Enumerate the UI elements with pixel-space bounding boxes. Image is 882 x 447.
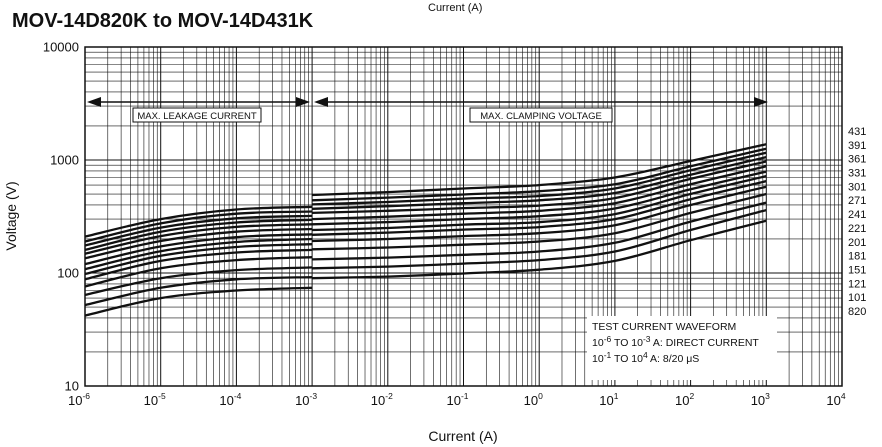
clamping-curve-301	[312, 160, 767, 215]
series-label-820: 820	[848, 306, 866, 318]
y-tick-label: 100	[57, 266, 79, 281]
annotation-bands: MAX. LEAKAGE CURRENT MAX. CLAMPING VOLTA…	[87, 97, 768, 123]
waveform-dc-line: 10-6 TO 10-3 A: DIRECT CURRENT	[592, 334, 759, 349]
x-tick-labels: 10-6 10-5 10-4 10-3 10-2 10-1 100 101 102 103 104	[68, 391, 846, 408]
clamping-curve-151	[312, 192, 767, 251]
clamping-curve-181	[312, 185, 767, 243]
leakage-curve-431	[84, 205, 313, 238]
curves	[84, 143, 767, 317]
top-axis-note: Current (A)	[428, 2, 482, 14]
y-tick-label: 10	[65, 379, 79, 394]
leakage-left-arrow	[87, 97, 101, 107]
leakage-right-arrow	[296, 97, 310, 107]
clamping-band-box	[469, 107, 613, 123]
series-label-391: 391	[848, 140, 866, 152]
leakage-curve-820	[84, 286, 313, 317]
chart-title: MOV-14D820K to MOV-14D431K	[12, 10, 314, 32]
clamping-curve-331	[312, 155, 767, 210]
y-axis-label: Voltage (V)	[3, 181, 19, 250]
y-tick-label: 10000	[43, 40, 79, 55]
waveform-box	[587, 316, 777, 380]
x-tick-label: 10-3	[295, 391, 317, 408]
x-tick-label: 10-4	[219, 391, 241, 408]
clamping-curve-271	[312, 165, 767, 221]
waveform-note: TEST CURRENT WAVEFORM 10-6 TO 10-3 A: DI…	[587, 316, 777, 380]
clamping-curve-121	[312, 201, 767, 261]
leakage-curve-391	[84, 210, 313, 243]
x-axis-label: Current (A)	[428, 428, 497, 444]
series-label-101: 101	[848, 292, 866, 304]
clamping-curve-101	[312, 208, 767, 270]
x-tick-label: 101	[599, 391, 618, 408]
leakage-curve-301	[84, 223, 313, 255]
y-tick-labels: 10 100 1000 10000	[43, 40, 79, 394]
series-label-121: 121	[848, 278, 866, 290]
leakage-curve-241	[84, 233, 313, 266]
waveform-title: TEST CURRENT WAVEFORM	[592, 321, 736, 333]
leakage-curve-181	[84, 248, 313, 281]
clamping-curve-361	[312, 151, 767, 206]
clamping-curve-820	[312, 219, 767, 280]
clamping-curve-391	[312, 147, 767, 202]
waveform-pulse-line: 10-1 TO 104 A: 8/20 μS	[592, 350, 699, 365]
x-tick-label: 100	[524, 391, 543, 408]
x-tick-label: 10-6	[68, 391, 90, 408]
x-tick-label: 10-1	[446, 391, 468, 408]
leakage-curve-331	[84, 218, 313, 252]
x-tick-label: 103	[751, 391, 770, 408]
series-label-241: 241	[848, 209, 866, 221]
leakage-curve-101	[84, 275, 313, 307]
clamping-curve-431	[312, 143, 767, 197]
leakage-curve-151	[84, 256, 313, 288]
series-label-301: 301	[848, 181, 866, 193]
series-label-201: 201	[848, 237, 866, 249]
clamping-band-label: MAX. CLAMPING VOLTAGE	[480, 111, 602, 122]
leakage-curve-201	[84, 243, 313, 276]
leakage-curve-221	[84, 237, 313, 271]
x-tick-label: 102	[675, 391, 694, 408]
x-tick-label: 104	[826, 391, 845, 408]
clamping-curve-241	[312, 170, 767, 226]
clamping-curve-221	[312, 174, 767, 232]
clamping-right-arrow	[754, 97, 768, 107]
series-label-431: 431	[848, 126, 866, 138]
x-tick-label: 10-5	[144, 391, 166, 408]
plot-frame	[84, 46, 843, 387]
series-label-221: 221	[848, 223, 866, 235]
leakage-band-label: MAX. LEAKAGE CURRENT	[137, 111, 256, 122]
leakage-curve-361	[84, 214, 313, 247]
series-label-271: 271	[848, 195, 866, 207]
series-label-361: 361	[848, 154, 866, 166]
y-tick-label: 1000	[50, 153, 79, 168]
x-tick-label: 10-2	[371, 391, 393, 408]
series-label-181: 181	[848, 251, 866, 263]
clamping-left-arrow	[314, 97, 328, 107]
leakage-band-box	[132, 107, 262, 123]
leakage-curve-121	[84, 266, 313, 297]
leakage-curve-271	[84, 227, 313, 260]
series-label-151: 151	[848, 264, 866, 276]
clamping-curve-201	[312, 179, 767, 236]
series-label-331: 331	[848, 168, 866, 180]
